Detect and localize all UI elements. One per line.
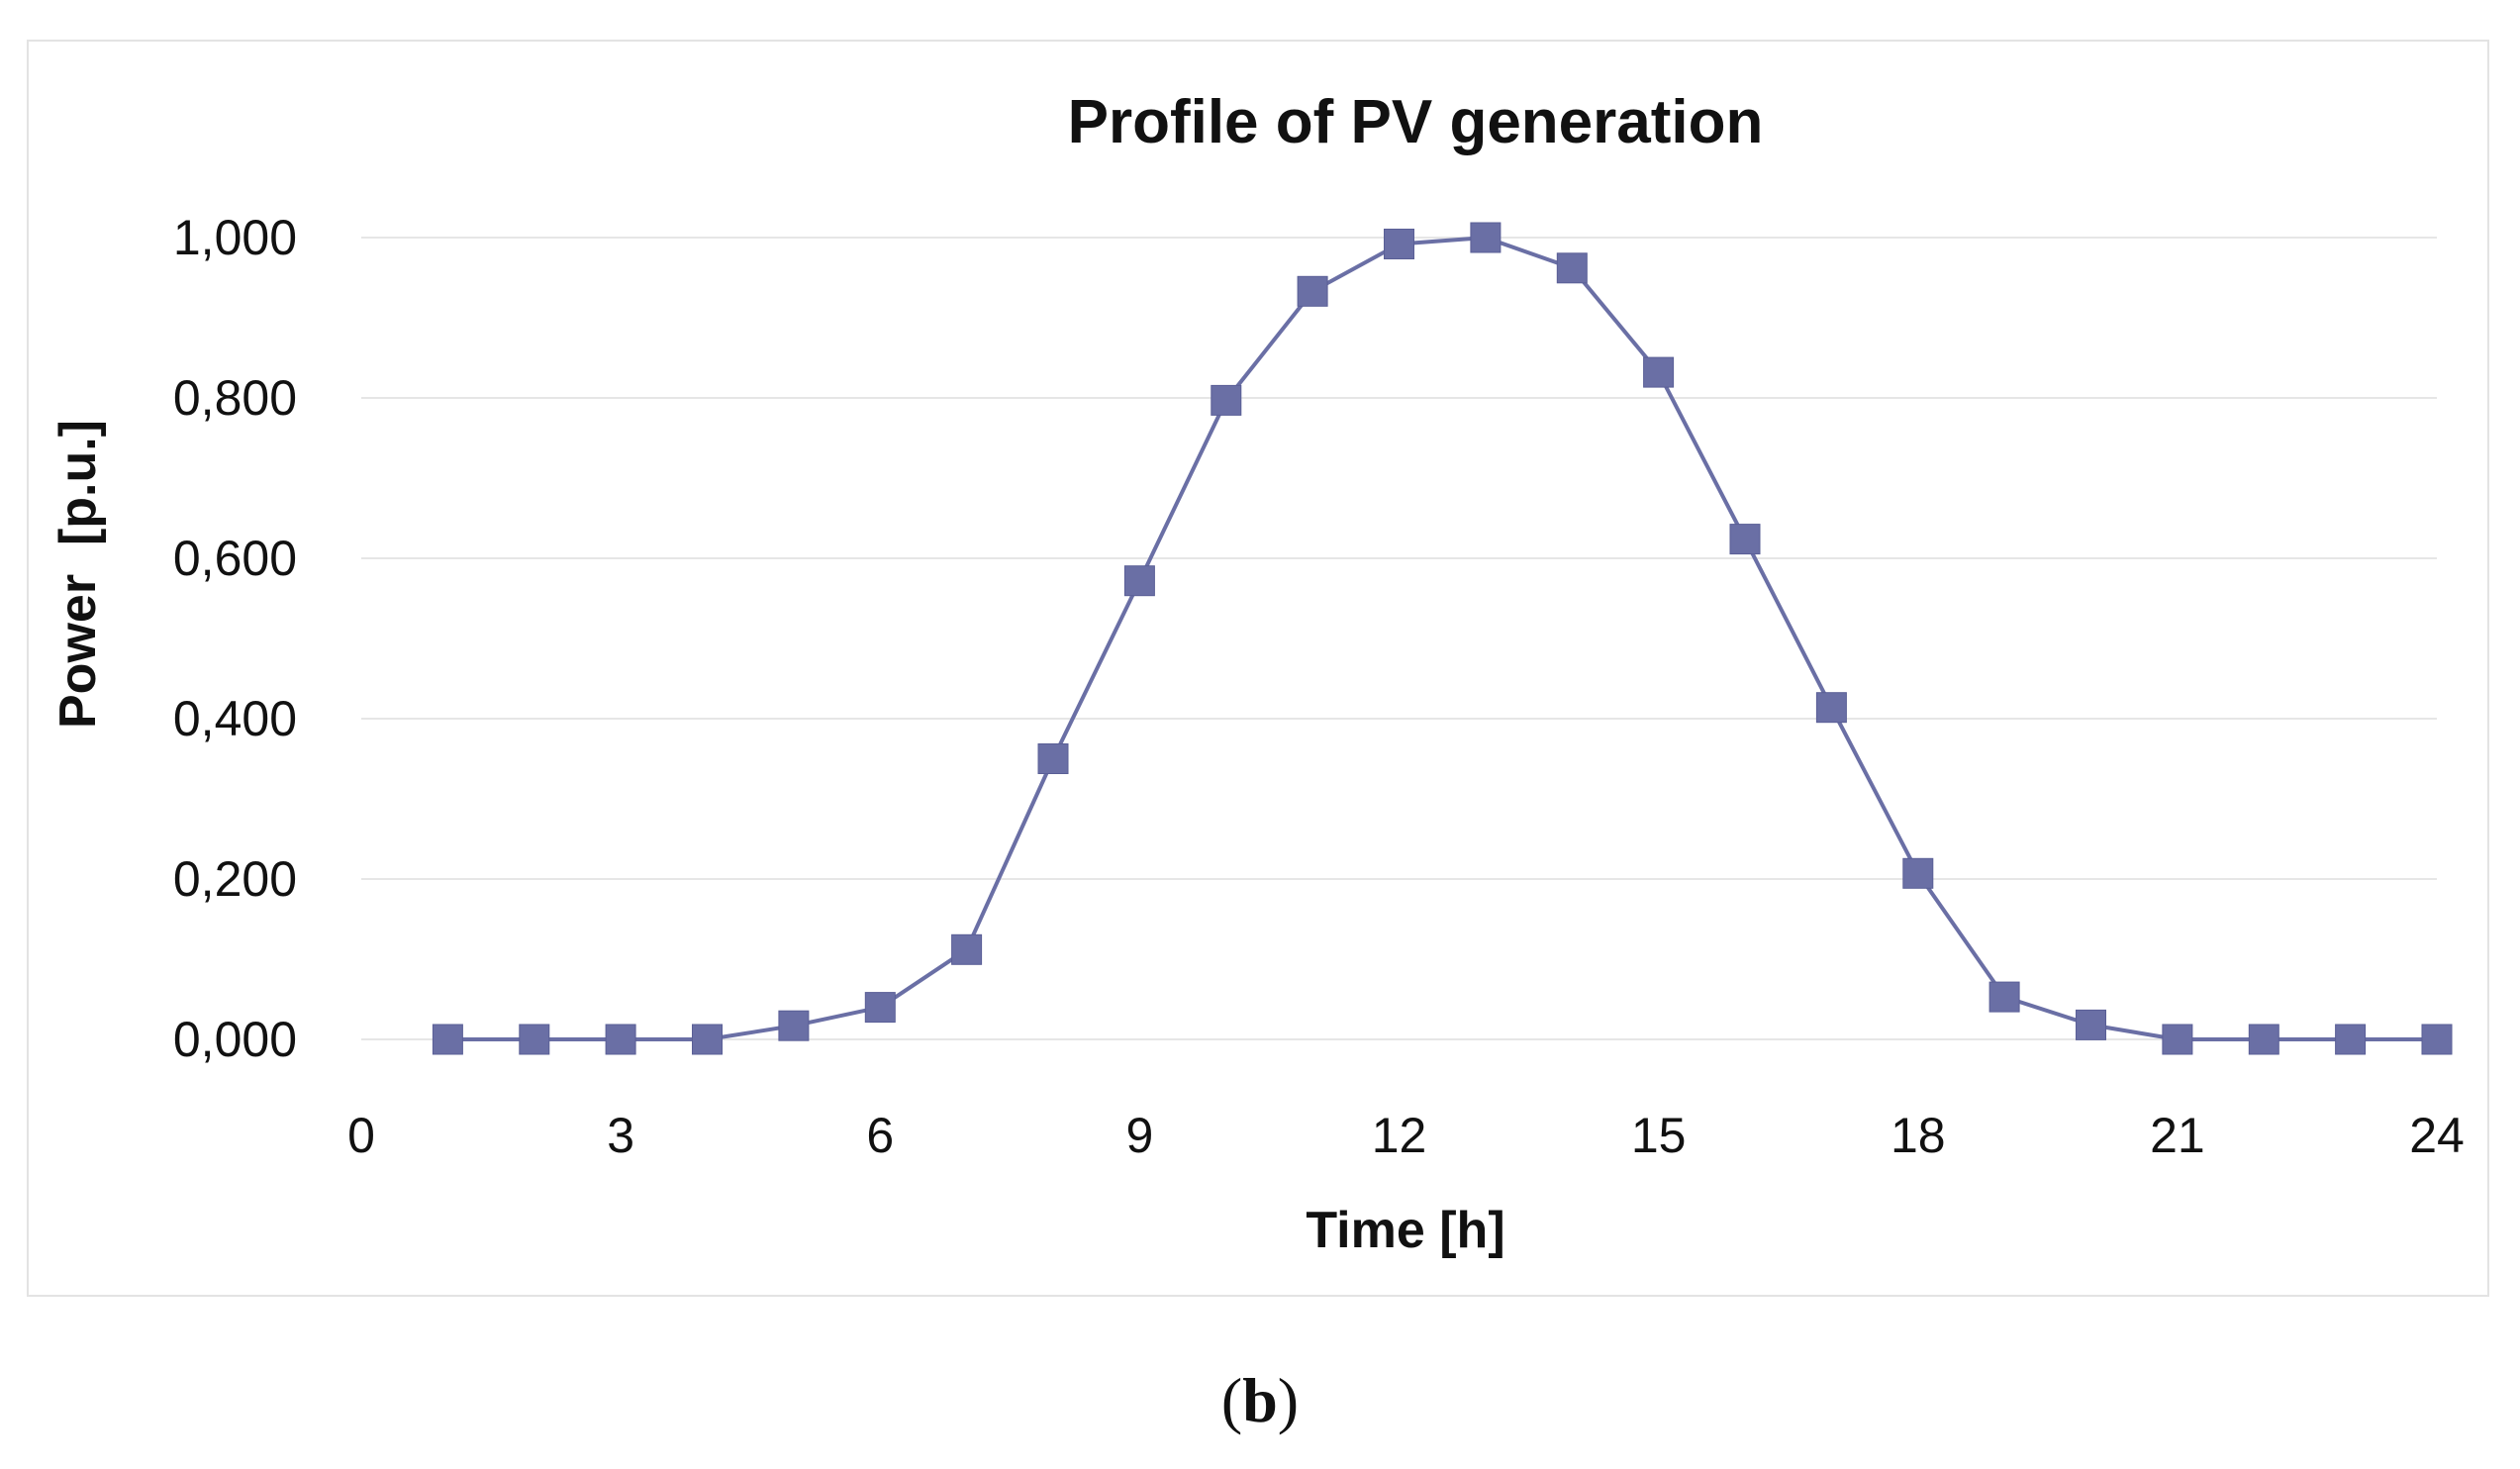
data-point-10 bbox=[1211, 384, 1242, 416]
data-point-5 bbox=[778, 1010, 810, 1041]
data-point-2 bbox=[519, 1024, 550, 1055]
x-axis-title: Time [h] bbox=[1306, 1202, 1504, 1259]
data-point-15 bbox=[1643, 356, 1675, 388]
y-tick-label-4: 0,800 bbox=[173, 370, 297, 426]
data-point-6 bbox=[864, 992, 896, 1024]
x-tick-label-5: 15 bbox=[1631, 1108, 1687, 1163]
x-axis-ticks: 0 3 6 9 12 15 18 21 24 bbox=[347, 1108, 2465, 1163]
gridlines bbox=[361, 237, 2437, 1040]
data-point-9 bbox=[1123, 565, 1155, 597]
data-point-1 bbox=[432, 1024, 463, 1055]
x-tick-label-2: 6 bbox=[866, 1108, 894, 1163]
data-point-12 bbox=[1384, 229, 1414, 259]
panel-label-open: ( bbox=[1220, 1365, 1243, 1435]
series-line-0 bbox=[447, 236, 2437, 1041]
chart-frame bbox=[27, 40, 2489, 1297]
x-tick-label-1: 3 bbox=[607, 1108, 634, 1163]
x-tick-label-3: 9 bbox=[1125, 1108, 1153, 1163]
data-point-21 bbox=[2162, 1024, 2193, 1055]
y-axis-ticks: 0,000 0,200 0,400 0,600 0,800 1,000 bbox=[173, 210, 297, 1067]
data-point-7 bbox=[951, 933, 983, 965]
x-tick-label-6: 18 bbox=[1890, 1108, 1946, 1163]
data-point-20 bbox=[2076, 1009, 2106, 1040]
data-point-4 bbox=[692, 1024, 723, 1055]
x-tick-label-0: 0 bbox=[347, 1108, 375, 1163]
data-point-14 bbox=[1556, 252, 1588, 284]
y-tick-label-0: 0,000 bbox=[173, 1012, 297, 1067]
y-tick-label-1: 0,200 bbox=[173, 851, 297, 907]
data-point-16 bbox=[1729, 524, 1761, 555]
data-point-23 bbox=[2335, 1024, 2367, 1055]
y-tick-label-2: 0,400 bbox=[173, 691, 297, 746]
data-point-3 bbox=[605, 1024, 636, 1055]
chart-title: Profile of PV generation bbox=[1068, 88, 1764, 156]
data-point-8 bbox=[1037, 743, 1069, 774]
x-tick-label-4: 12 bbox=[1372, 1108, 1427, 1163]
series bbox=[432, 222, 2453, 1055]
data-point-13 bbox=[1470, 222, 1502, 253]
panel-label-close: ) bbox=[1277, 1365, 1300, 1435]
y-tick-label-3: 0,600 bbox=[173, 531, 297, 586]
data-point-19 bbox=[1988, 981, 2020, 1013]
x-tick-label-8: 24 bbox=[2409, 1108, 2465, 1163]
data-point-22 bbox=[2248, 1024, 2279, 1055]
y-axis-title: Power [p.u.] bbox=[49, 420, 107, 729]
data-point-17 bbox=[1815, 692, 1847, 724]
data-point-18 bbox=[1902, 857, 1934, 889]
panel-label: (b) bbox=[0, 1364, 2520, 1437]
data-point-24 bbox=[2421, 1024, 2453, 1055]
x-tick-label-7: 21 bbox=[2150, 1108, 2205, 1163]
y-tick-label-5: 1,000 bbox=[173, 210, 297, 265]
data-point-11 bbox=[1297, 275, 1328, 307]
panel-label-letter: b bbox=[1242, 1365, 1278, 1435]
